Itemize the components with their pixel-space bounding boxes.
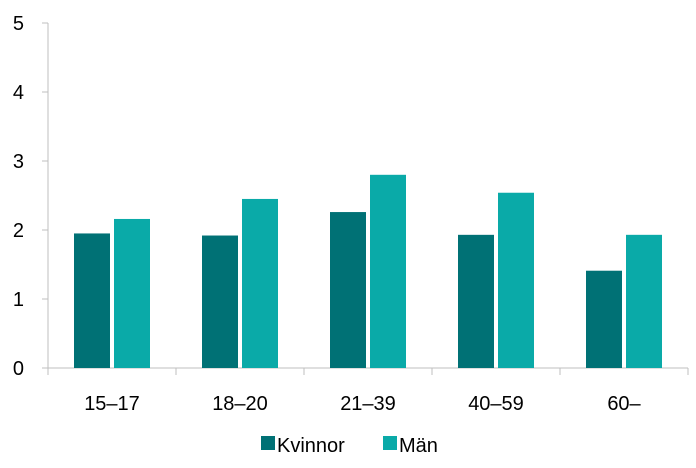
bars — [74, 174, 662, 368]
x-tick-label: 18–20 — [212, 393, 268, 415]
bar-kvinnor-1 — [202, 235, 238, 368]
bar-kvinnor-4 — [586, 270, 622, 368]
y-tick-label: 1 — [13, 289, 24, 311]
y-tick-label: 3 — [13, 151, 24, 173]
y-axis: 0 1 2 3 4 5 — [13, 13, 49, 380]
legend: Kvinnor Män — [261, 435, 438, 457]
x-tick-label: 21–39 — [340, 393, 396, 415]
x-axis: 15–17 18–20 21–39 40–59 60– — [47, 367, 689, 415]
bar-män-3 — [498, 192, 534, 368]
x-tick-label: 15–17 — [84, 393, 140, 415]
y-tick-label: 4 — [13, 82, 24, 104]
y-tick-label: 2 — [13, 220, 24, 242]
bar-män-1 — [242, 198, 278, 368]
bar-män-0 — [114, 218, 150, 368]
bar-män-2 — [370, 174, 406, 368]
bar-kvinnor-3 — [458, 234, 494, 368]
legend-swatch-1 — [383, 436, 397, 450]
bar-kvinnor-2 — [330, 212, 366, 368]
legend-label-0: Kvinnor — [277, 435, 345, 457]
y-tick-label: 5 — [13, 13, 24, 35]
bar-män-4 — [626, 234, 662, 368]
x-tick-label: 60– — [607, 393, 641, 415]
y-tick-label: 0 — [13, 358, 24, 380]
legend-label-1: Män — [399, 435, 438, 457]
legend-swatch-0 — [261, 436, 275, 450]
bar-kvinnor-0 — [74, 233, 110, 368]
x-tick-label: 40–59 — [468, 393, 524, 415]
